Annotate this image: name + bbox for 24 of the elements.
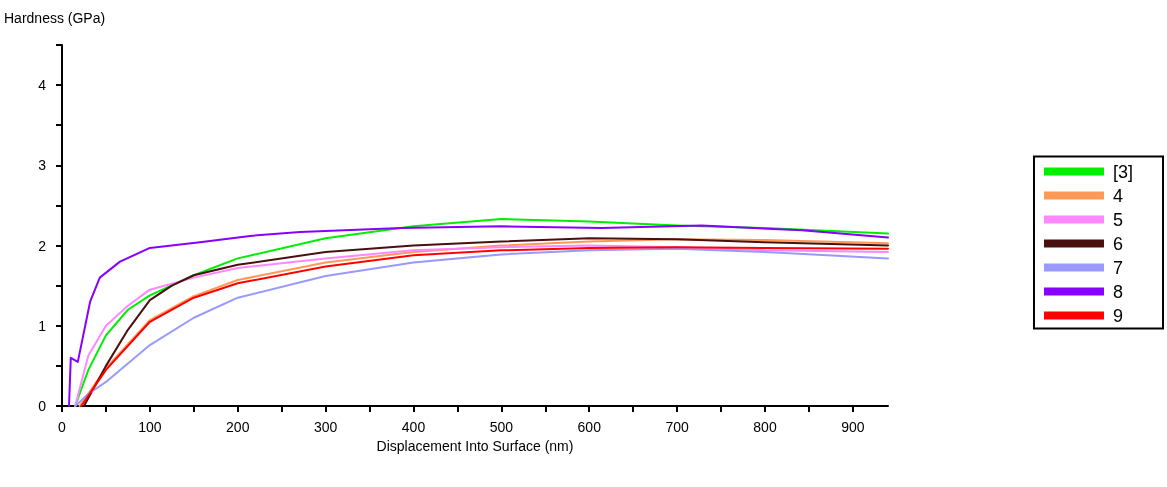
y-axis-title: Hardness (GPa) xyxy=(4,10,106,26)
x-axis-title: Displacement Into Surface (nm) xyxy=(376,437,574,454)
legend-label: 5 xyxy=(1112,209,1123,230)
legend-label: 4 xyxy=(1112,185,1123,206)
y-tick-label: 3 xyxy=(38,157,47,174)
x-tick-label: 400 xyxy=(401,419,426,435)
x-tick-label: 900 xyxy=(841,419,865,435)
legend-label: 7 xyxy=(1112,257,1123,278)
x-tick-label: 800 xyxy=(753,419,777,435)
x-tick-label: 500 xyxy=(489,419,514,435)
legend-label: 8 xyxy=(1112,281,1123,302)
x-tick-label: 300 xyxy=(313,419,338,435)
legend-label: 6 xyxy=(1112,233,1123,254)
x-tick-label: 100 xyxy=(138,419,162,435)
x-tick-label: 200 xyxy=(226,419,250,435)
y-tick-label: 4 xyxy=(38,77,47,94)
y-tick-label: 1 xyxy=(38,317,47,334)
y-tick-label: 2 xyxy=(38,237,47,254)
y-tick-label: 0 xyxy=(38,398,47,414)
legend-label: [3] xyxy=(1112,161,1133,182)
x-tick-label: 0 xyxy=(58,419,67,435)
x-tick-label: 600 xyxy=(577,419,602,435)
legend-label: 9 xyxy=(1112,305,1123,326)
x-tick-label: 700 xyxy=(665,419,689,435)
